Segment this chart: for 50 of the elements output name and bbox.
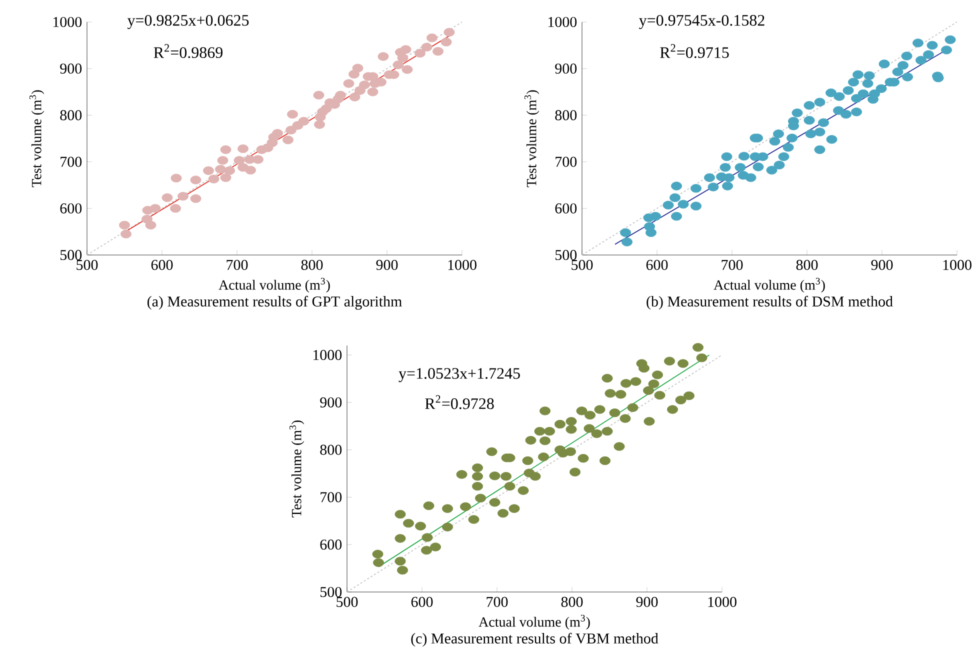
y-tick-label: 800 — [555, 110, 577, 120]
y-axis-title: Test volume (m$^{3}$) — [29, 90, 44, 188]
x-tick-label: 700 — [226, 260, 248, 270]
x-tick-label: 1000 — [943, 260, 972, 270]
y-tick-label: 700 — [556, 156, 577, 167]
y-tick-label: 500 — [60, 250, 82, 260]
y-axis-title: Test volume (m$^{3}$) — [289, 420, 304, 518]
y-tick-label: 900 — [555, 64, 577, 74]
x-tick-label: 800 — [796, 260, 818, 270]
x-tick-label: 700 — [486, 596, 508, 607]
x-tick-label: 900 — [871, 260, 893, 270]
y-tick-label: 500 — [556, 250, 577, 260]
x-tick-label: 500 — [76, 260, 98, 270]
annotation: y=0.9825x+0.0625 — [127, 14, 249, 30]
x-tick-label: 900 — [376, 260, 398, 270]
y-tick-label: 700 — [320, 492, 342, 502]
x-tick-label: 600 — [151, 260, 173, 270]
x-tick-label: 500 — [572, 260, 593, 270]
y-tick-label: 1000 — [53, 16, 82, 28]
x-axis-title: Actual volume (m$^{3}$) — [714, 278, 825, 293]
annotation: y=1.0523x+1.7245 — [398, 368, 520, 382]
y-tick-label: 800 — [320, 444, 342, 455]
y-tick-label: 800 — [60, 110, 82, 120]
annotation: R$^{2}$=0.9715 — [660, 44, 729, 58]
annotation: y=0.97545x-0.1582 — [639, 14, 764, 30]
y-tick-label: 600 — [320, 540, 342, 550]
y-tick-label: 500 — [320, 586, 342, 598]
annotation: R$^{2}$=0.9728 — [425, 395, 494, 410]
x-tick-label: 600 — [646, 260, 668, 270]
y-axis-title: Test volume (m$^{3}$) — [524, 90, 540, 188]
text: (b) Measurement results of DSM method — [646, 296, 893, 310]
x-axis-title: Actual volume (m$^{3}$) — [478, 614, 590, 630]
x-tick-label: 900 — [636, 596, 658, 607]
x-tick-label: 800 — [301, 260, 323, 270]
y-tick-label: 600 — [555, 203, 577, 214]
x-tick-label: 1000 — [708, 596, 736, 607]
y-tick-label: 600 — [60, 203, 82, 214]
x-tick-label: 500 — [336, 596, 358, 607]
y-tick-label: 1000 — [313, 350, 342, 360]
y-tick-label: 900 — [60, 64, 82, 74]
x-tick-label: 700 — [722, 260, 743, 270]
x-axis-title: Actual volume (m$^{3}$) — [218, 278, 330, 293]
annotation: R$^{2}$=0.9869 — [154, 44, 222, 58]
text: (a) Measurement results of GPT algorithm — [147, 296, 402, 310]
y-tick-label: 700 — [60, 156, 82, 167]
x-tick-label: 1000 — [448, 260, 476, 270]
y-tick-label: 1000 — [548, 16, 577, 28]
x-tick-label: 600 — [411, 596, 433, 607]
text: (c) Measurement results of VBM method — [411, 632, 658, 647]
y-tick-label: 900 — [320, 397, 342, 408]
